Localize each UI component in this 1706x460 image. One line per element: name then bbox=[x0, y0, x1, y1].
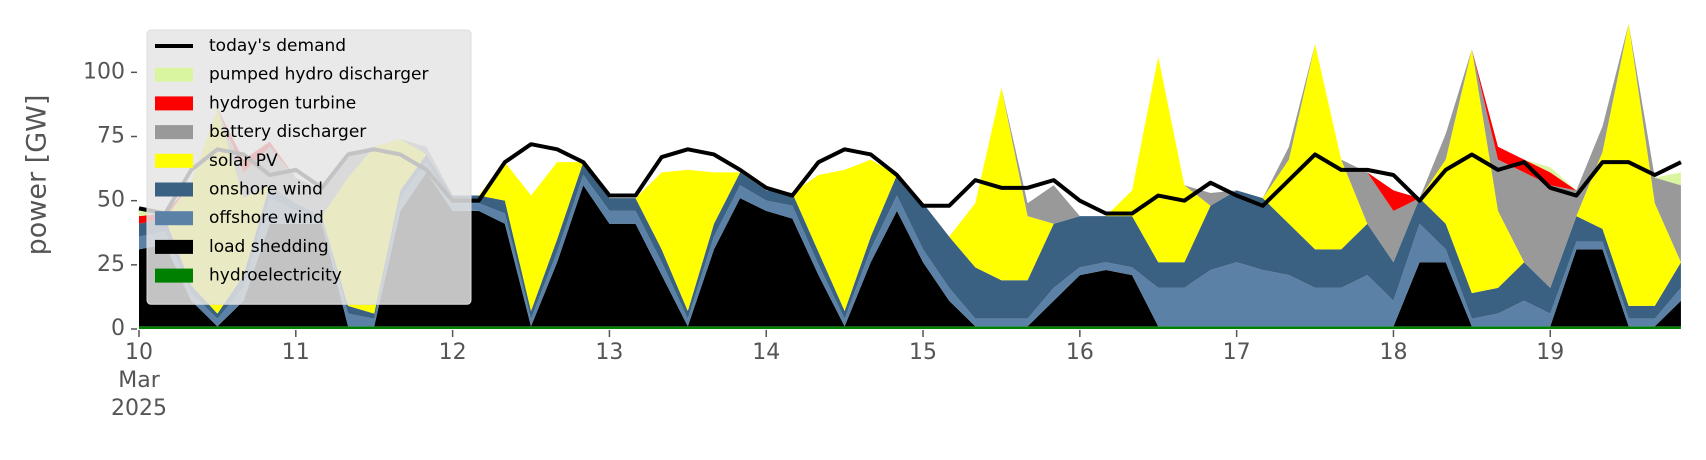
x-tick-label: 11 bbox=[281, 340, 310, 365]
x-tick-label: 18 bbox=[1379, 340, 1408, 365]
legend-label: onshore wind bbox=[209, 180, 323, 200]
y-tick-label: 75 bbox=[97, 124, 125, 149]
area bbox=[139, 154, 1681, 319]
legend-label: hydroelectricity bbox=[209, 266, 342, 286]
x-tick-label: 13 bbox=[595, 340, 624, 365]
legend-swatch bbox=[155, 239, 193, 254]
y-tick-label: 50 bbox=[97, 188, 125, 213]
x-tick-label: 12 bbox=[438, 340, 467, 365]
area bbox=[139, 326, 1681, 329]
area bbox=[139, 23, 1681, 314]
legend-swatch bbox=[155, 96, 193, 111]
y-tick-label: 100 bbox=[83, 59, 125, 84]
legend-label: today's demand bbox=[209, 36, 346, 56]
x-tick-label: 15 bbox=[909, 340, 938, 365]
legend-label: battery discharger bbox=[209, 122, 366, 142]
x-tick-label: 17 bbox=[1222, 340, 1251, 365]
legend-box bbox=[146, 29, 472, 305]
y-tick-label: 25 bbox=[97, 252, 125, 277]
legend-label: offshore wind bbox=[209, 208, 324, 228]
legend-swatch bbox=[155, 125, 193, 140]
legend-swatch bbox=[155, 268, 193, 283]
legend-swatch bbox=[155, 67, 193, 82]
x-tick-label: 14 bbox=[752, 340, 781, 365]
legend-label: pumped hydro discharger bbox=[209, 65, 428, 85]
legend-swatch bbox=[155, 211, 193, 226]
area bbox=[139, 23, 1681, 288]
legend-label: solar PV bbox=[209, 151, 278, 171]
x-tick-label: 10 Mar 2025 bbox=[111, 340, 167, 421]
legend-label: hydrogen turbine bbox=[209, 93, 356, 113]
legend-swatch bbox=[155, 153, 193, 168]
x-tick-label: 19 bbox=[1536, 340, 1565, 365]
area bbox=[139, 162, 1681, 327]
legend-label: load shedding bbox=[209, 237, 329, 257]
y-axis-label: power [GW] bbox=[22, 95, 53, 256]
y-tick-label: 0 bbox=[111, 316, 125, 341]
x-tick-label: 16 bbox=[1065, 340, 1094, 365]
legend: today's demand pumped hydro discharger hyd… bbox=[146, 29, 472, 305]
legend-swatch bbox=[155, 182, 193, 197]
area bbox=[139, 172, 1681, 327]
